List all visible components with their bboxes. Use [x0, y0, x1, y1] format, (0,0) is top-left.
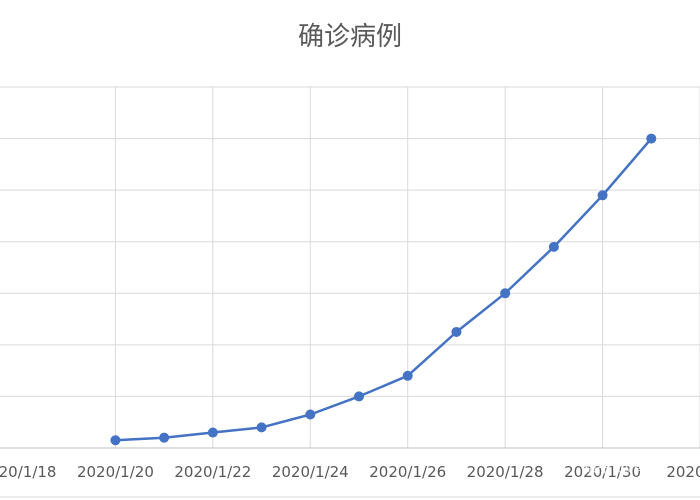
- data-point: [500, 288, 511, 299]
- x-tick-label: 2020/2/1: [666, 463, 700, 481]
- x-tick-labels: 2020/1/18 2020/1/20 2020/1/22 2020/1/24 2020…: [0, 463, 700, 481]
- x-tick-label: 2020/1/20: [77, 463, 154, 481]
- data-point: [402, 370, 413, 381]
- series-line-path: [114, 137, 653, 442]
- axes: [0, 447, 700, 498]
- series-points: [110, 133, 657, 446]
- data-point: [646, 133, 657, 144]
- x-tick-label: 2020/1/28: [467, 463, 544, 481]
- x-tick-label: 2020/1/26: [369, 463, 446, 481]
- data-point: [207, 427, 218, 438]
- watermark: 知乎 @青点: [582, 458, 662, 476]
- data-point: [110, 435, 121, 446]
- series-line: [114, 137, 653, 442]
- data-point: [354, 391, 364, 402]
- data-point: [451, 326, 462, 337]
- data-point: [159, 432, 170, 443]
- x-tick-label: 2020/1/22: [174, 463, 251, 481]
- data-point: [548, 241, 559, 252]
- x-tick-label: 2020/1/24: [272, 463, 349, 481]
- data-point: [597, 190, 608, 201]
- data-point: [305, 409, 316, 420]
- chart-title: 确诊病例: [298, 22, 402, 52]
- grid-lines: [0, 86, 700, 448]
- x-tick-label: 2020/1/18: [0, 463, 56, 481]
- data-point: [256, 422, 267, 433]
- x-tick-label: 2020/1/30: [564, 463, 641, 481]
